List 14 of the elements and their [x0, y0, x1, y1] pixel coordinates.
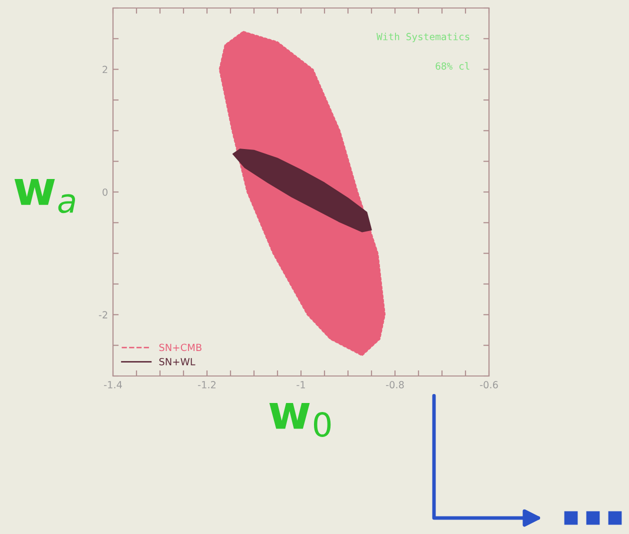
x-axis-title: w$_{0}$ — [269, 402, 331, 437]
y-tick-label: 0 — [102, 188, 108, 196]
x-tick-label: -0.8 — [386, 381, 404, 388]
x-tick-label: -1 — [296, 381, 305, 388]
y-tick-label: -2 — [98, 311, 108, 318]
legend-label: SN+WL — [159, 358, 196, 366]
y-axis-title: w$_{a}$ — [14, 179, 76, 214]
x-tick-label: -0.6 — [480, 381, 498, 388]
annotation: 68% cl — [436, 62, 470, 70]
x-tick-label: -1.4 — [104, 381, 122, 388]
y-tick-label: 2 — [102, 66, 108, 74]
x-tick-label: -1.2 — [198, 381, 216, 388]
legend-label: SN+CMB — [159, 344, 202, 352]
annotation: With Systematics — [376, 32, 470, 42]
